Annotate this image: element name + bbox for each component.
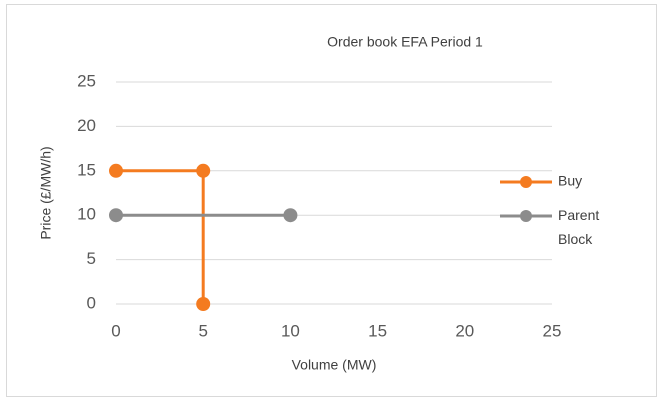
legend-marker [520,176,532,188]
x-tick-label: 10 [281,321,300,340]
y-axis-label: Price (£/MW/h) [38,146,54,239]
chart-title: Order book EFA Period 1 [327,34,483,50]
legend-label: Parent Block [558,207,603,247]
data-point [109,208,123,223]
legend-label: Buy [558,173,582,189]
x-tick-label: 15 [368,321,387,340]
y-tick-label: 25 [77,71,96,90]
data-point [196,297,211,311]
data-point [196,163,211,178]
data-point [283,208,298,223]
chart-border [6,4,657,397]
y-tick-label: 15 [77,160,96,179]
y-tick-label: 0 [87,293,96,312]
x-axis-label: Volume (MW) [292,357,377,373]
x-tick-label: 20 [455,321,474,340]
x-tick-label: 0 [111,321,120,340]
x-tick-label: 25 [543,321,562,340]
data-point [109,163,123,178]
y-tick-label: 10 [77,205,96,224]
legend-marker [520,210,532,222]
y-tick-label: 5 [87,249,96,268]
y-tick-label: 20 [77,116,96,135]
x-tick-label: 5 [198,321,207,340]
